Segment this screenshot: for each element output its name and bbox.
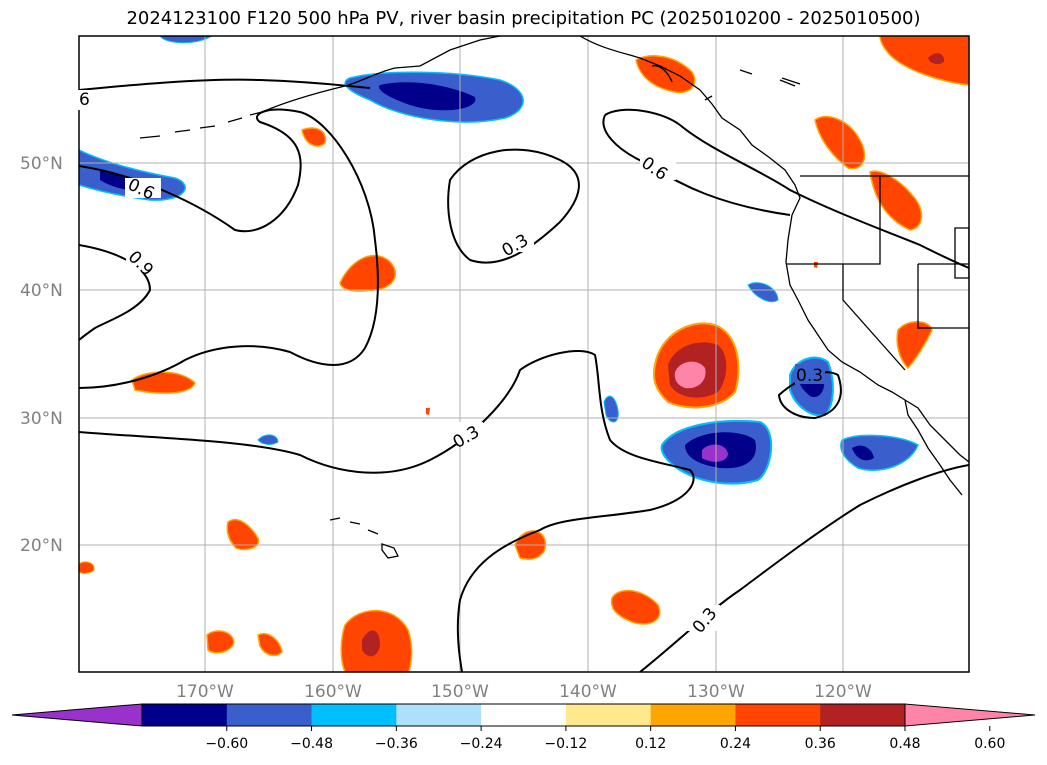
colorbar-segment — [735, 704, 821, 726]
colorbar-segment — [481, 704, 567, 726]
longitude-labels: 170°W 160°W 150°W 140°W 130°W 120°W — [176, 682, 872, 702]
colorbar-segment — [311, 704, 397, 726]
lat-label-50n: 50°N — [20, 154, 63, 174]
colorbar-segment — [226, 704, 313, 726]
colorbar-tick-label: −0.60 — [205, 736, 248, 752]
colorbar-frame — [141, 703, 906, 727]
coastlines — [139, 36, 969, 559]
colorbar-tick-label: −0.48 — [290, 736, 333, 752]
colorbar-segment — [565, 704, 652, 726]
contour-labels: 6 0.6 0.9 0.3 0.6 0.3 0.3 0.3 — [76, 90, 825, 637]
lon-label-150w: 150°W — [431, 682, 489, 702]
plot-background — [79, 36, 969, 672]
colorbar-extend-low — [11, 703, 143, 727]
lon-label-170w: 170°W — [176, 682, 234, 702]
lon-label-160w: 160°W — [304, 682, 362, 702]
lon-label-130w: 130°W — [687, 682, 745, 702]
colorbar-tick-label: −0.12 — [544, 736, 587, 752]
colorbar: −0.60 −0.48 −0.36 −0.24 −0.12 0.12 0.24 0.36 0.4… — [11, 703, 1036, 752]
colorbar-tick-label: 0.24 — [720, 736, 751, 752]
colorbar-tick-label: 0.48 — [889, 736, 920, 752]
colorbar-extend-high — [904, 703, 1036, 727]
lon-label-140w: 140°W — [559, 682, 617, 702]
lon-label-120w: 120°W — [814, 682, 872, 702]
lat-label-20n: 20°N — [20, 536, 63, 556]
gridlines — [79, 36, 969, 672]
latitude-labels: 50°N 40°N 30°N 20°N — [20, 154, 63, 556]
colorbar-segment — [396, 704, 482, 726]
map-title: 2024123100 F120 500 hPa PV, river basin … — [126, 8, 921, 29]
lat-label-30n: 30°N — [20, 409, 63, 429]
colorbar-tick-label: 0.36 — [805, 736, 836, 752]
colorbar-segment — [142, 704, 228, 726]
colorbar-tick-label: −0.24 — [460, 736, 503, 752]
colorbar-segment — [650, 704, 736, 726]
plot-frame — [78, 35, 970, 673]
colorbar-tick-label: 0.60 — [974, 736, 1005, 752]
lat-label-40n: 40°N — [20, 281, 63, 301]
contour-label-1: 6 — [79, 90, 90, 110]
colorbar-tick-label: 0.12 — [635, 736, 666, 752]
colorbar-tick-label: −0.36 — [375, 736, 418, 752]
colorbar-segment — [820, 704, 906, 726]
contour-label-7: 0.3 — [796, 366, 823, 386]
